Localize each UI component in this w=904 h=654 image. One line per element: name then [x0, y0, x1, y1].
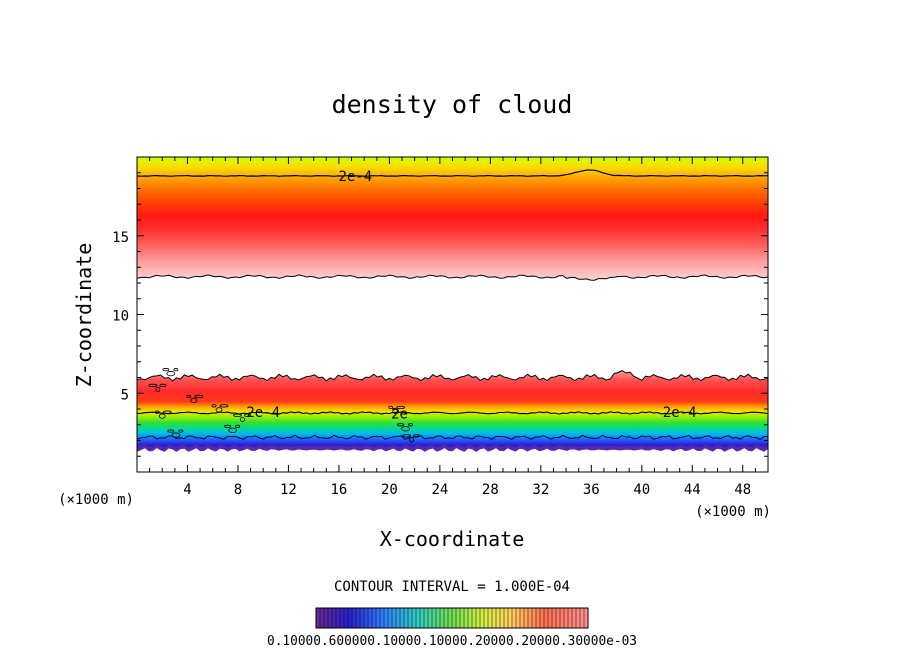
y-axis-label: Z-coordinate	[72, 243, 96, 388]
contour-noise-loop	[186, 394, 192, 398]
contour-noise-loop	[194, 394, 204, 398]
contour-noise-loop	[228, 427, 238, 433]
x-tick-label: 16	[330, 482, 347, 498]
contour-label: 2e-4	[663, 405, 697, 421]
chart-title: density of cloud	[332, 90, 573, 119]
contour-noise-loop	[167, 429, 175, 433]
contour-line-mid	[137, 411, 768, 415]
x-tick-label: 32	[532, 482, 549, 498]
contour-noise-loop	[162, 368, 170, 372]
contour-line-lower-top	[137, 370, 768, 382]
contour-line-upper-base	[137, 274, 768, 281]
contour-noise-loop	[155, 386, 161, 392]
contour-noise-loop	[211, 404, 217, 408]
contour-noise-loop	[219, 404, 229, 408]
x-tick-label: 4	[183, 482, 191, 498]
z-unit-label: (×1000 m)	[58, 492, 134, 508]
x-tick-label: 8	[234, 482, 242, 498]
contour-noise-loop	[215, 407, 223, 413]
x-tick-label: 28	[482, 482, 499, 498]
contour-label: 2e-4	[338, 169, 372, 185]
contour-noise-loop	[162, 410, 172, 414]
plot-area: 2e-42e-4 2e 2e-4 4 8 12 16 20 24 28 32 36 40 44 48 51…	[112, 156, 769, 498]
contour-label: 2e-4	[246, 405, 280, 421]
contour-noise-loop	[388, 405, 394, 410]
x-tick-label: 40	[633, 482, 650, 498]
y-axis-ticks: 5 10 15	[112, 172, 768, 457]
lower-cloud-layer	[137, 370, 768, 452]
colorbar-labels: 0.10000.600000.10000.10000.20000.20000.3…	[267, 634, 637, 649]
contour-label: 2e	[391, 407, 408, 423]
contour-line-base	[137, 434, 768, 440]
contour-noise-loop	[397, 423, 404, 427]
contour-noise-loop	[178, 429, 184, 433]
contour-labels: 2e-4 2e-4 2e 2e-4	[246, 169, 697, 423]
contour-noise-loop	[244, 413, 251, 417]
contour-noise-loop	[148, 383, 158, 387]
x-tick-label: 24	[431, 482, 448, 498]
contour-noise-loop	[401, 426, 410, 432]
contour-noise-loop	[408, 423, 413, 427]
contour-noise-loop	[413, 434, 420, 438]
x-tick-label: 36	[583, 482, 600, 498]
colorbar: 0.10000.600000.10000.10000.20000.20000.3…	[267, 607, 637, 649]
contour-noise-loop	[233, 413, 242, 417]
contour-noise-loops	[148, 368, 420, 443]
contour-interval-text: CONTOUR INTERVAL = 1.000E-04	[334, 579, 570, 595]
contour-noise-loop	[173, 368, 179, 372]
contour-noise-loop	[154, 410, 160, 414]
colorbar-frame	[315, 607, 589, 629]
contour-noise-loop	[235, 424, 241, 428]
contour-noise-loop	[158, 413, 166, 419]
contour-noise-loop	[402, 434, 411, 438]
x-tick-label: 44	[684, 482, 701, 498]
y-tick-label: 5	[121, 387, 129, 403]
contour-noise-loop	[224, 424, 232, 428]
x-tick-label: 20	[381, 482, 398, 498]
cloud-base-fringe	[137, 444, 768, 452]
y-tick-label: 10	[112, 309, 129, 325]
contour-line-top	[137, 169, 768, 177]
x-tick-label: 48	[734, 482, 751, 498]
contour-noise-loop	[190, 397, 198, 403]
contour-noise-loop	[240, 416, 245, 422]
contour-noise-loop	[166, 371, 176, 377]
x-tick-label: 12	[280, 482, 297, 498]
x-axis-ticks: 4 8 12 16 20 24 28 32 36 40 44 48	[149, 157, 756, 498]
y-tick-label: 15	[112, 230, 129, 246]
x-unit-label: (×1000 m)	[695, 504, 771, 520]
contour-noise-loop	[171, 432, 181, 438]
contour-noise-loop	[409, 437, 414, 443]
x-axis-label: X-coordinate	[380, 527, 525, 551]
colorbar-segments	[319, 608, 585, 628]
contour-noise-loop	[392, 408, 400, 415]
contour-noise-loop	[396, 405, 406, 410]
contour-noise-loop	[159, 383, 167, 387]
upper-cloud-layer	[137, 157, 768, 281]
